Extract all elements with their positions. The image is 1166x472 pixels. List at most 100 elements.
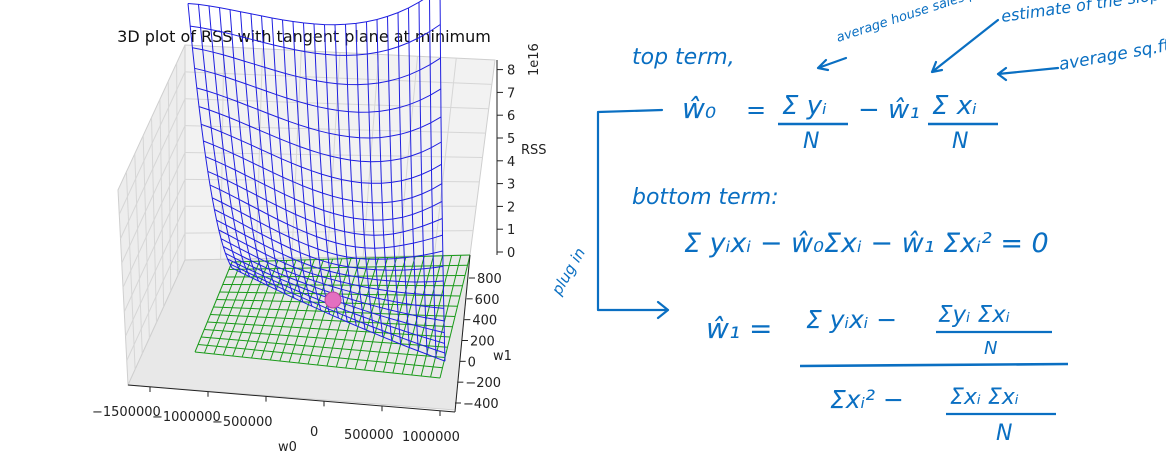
surface-meshline: [194, 67, 442, 113]
y-axis-label: w1: [493, 349, 512, 364]
arrow-to-sum-y: [816, 56, 848, 72]
z-tick-label: 3: [507, 178, 515, 193]
y-tick-label: 0: [468, 355, 476, 370]
plane-gridline: [222, 284, 463, 287]
plug-in-label: plug in: [547, 245, 589, 299]
surface-meshline: [211, 197, 443, 260]
w1-main-fraction-bar: [799, 362, 1069, 368]
z-tick-label: 0: [507, 246, 515, 261]
plane-gridline: [194, 351, 441, 379]
w0-hat: ŵ₀: [682, 92, 716, 125]
surface-meshline: [187, 0, 424, 26]
pane-gridline: [159, 99, 165, 307]
pane-gridline: [123, 179, 186, 313]
plane-gridline: [201, 336, 446, 358]
surface-meshline: [207, 170, 443, 236]
y-tick-label: 800: [477, 272, 502, 287]
surface-meshline: [201, 123, 442, 184]
w1-numerator-right: Σyᵢ Σxᵢ: [938, 302, 1010, 328]
arrow-to-w1: [930, 18, 1000, 74]
handwritten-notes: top term, average house sales price esti…: [547, 0, 1166, 446]
arrow-to-sum-x: [996, 66, 1060, 82]
pane-gridlines: [118, 46, 492, 370]
z-tick-label: 1: [507, 223, 515, 238]
x-axis-label: w0: [278, 440, 297, 455]
z-tick-label: 4: [507, 155, 515, 170]
surface-meshline: [216, 219, 444, 283]
surface-meshline: [190, 24, 441, 56]
z-tick-label: 6: [507, 109, 515, 124]
annotation-slope: estimate of the slope: [1000, 0, 1166, 26]
sum-y: Σ yᵢ: [782, 91, 827, 121]
surface-meshline: [196, 87, 442, 139]
y-tick-label: 400: [472, 314, 497, 329]
z-axis-ticks: 0 1 2 3 4 5 6 7 8: [497, 64, 515, 261]
x-tick-label: −1500000: [92, 405, 161, 420]
plane-gridline: [204, 329, 448, 348]
w1-inner-numerator-N: N: [984, 338, 997, 359]
surface-meshline: [229, 263, 445, 354]
pane-gridline: [433, 58, 457, 256]
pane-gridline: [125, 206, 186, 337]
x-axis-line: [127, 384, 456, 413]
surface-meshline: [198, 106, 442, 163]
z-tick-label: 5: [507, 132, 515, 147]
z-tick-label: 7: [507, 86, 515, 101]
y-axis-line: [454, 254, 471, 413]
z-axis-label: RSS: [521, 143, 547, 158]
surface-meshline: [203, 140, 443, 204]
z-tick-label: 8: [507, 64, 515, 79]
sum-x-denominator: N: [952, 129, 968, 154]
surface-meshline: [209, 184, 443, 249]
pane-gridline: [184, 230, 474, 234]
w1-hat: ŵ₁ =: [706, 312, 773, 345]
y-tick-label: 200: [470, 335, 495, 350]
surface-meshline: [192, 47, 441, 86]
bottom-term-label: bottom term:: [632, 185, 779, 210]
pane-gridline: [362, 54, 380, 257]
x-tick-label: 500000: [344, 428, 394, 443]
surface-meshline: [218, 229, 444, 296]
plane-gridline: [219, 291, 461, 297]
z-tick-label: 2: [507, 200, 515, 215]
y-tick-label: 600: [475, 293, 500, 308]
bracket: [596, 108, 670, 320]
minus-w1: − ŵ₁: [858, 95, 920, 125]
pane-gridline: [184, 152, 483, 158]
bottom-equation: Σ yᵢxᵢ − ŵ₀Σxᵢ − ŵ₁ Σxᵢ² = 0: [684, 228, 1049, 259]
x-tick-label: −1000000: [152, 410, 221, 425]
annotation-average-price: average house sales price: [835, 0, 1002, 46]
sum-y-denominator: N: [803, 129, 819, 154]
x-tick-label: 1000000: [402, 430, 460, 445]
plane-gridline: [231, 254, 471, 263]
top-term-label: top term,: [632, 45, 735, 70]
plane-gridline: [207, 321, 451, 338]
w0-equals: =: [746, 96, 766, 124]
x-tick-label: 0: [310, 425, 318, 440]
y-tick-label: −400: [463, 397, 499, 412]
z-axis-exponent: 1e16: [527, 43, 542, 76]
plane-gridline: [198, 344, 443, 369]
y-axis-ticks: −400 −200 0 200 400 600 800: [455, 272, 502, 412]
w1-denominator-left: Σxᵢ² −: [830, 385, 904, 414]
surface-meshline: [205, 156, 443, 221]
minimum-marker: [324, 291, 342, 309]
surface-meshline: [220, 238, 444, 309]
w1-denominator-right: Σxᵢ Σxᵢ: [950, 385, 1019, 410]
annotation-average-sqft: average sq.ft.: [1057, 35, 1166, 75]
pane-gridline: [176, 63, 179, 276]
y-tick-label: −200: [465, 376, 501, 391]
x-tick-label: −500000: [212, 415, 273, 430]
surface-meshline: [231, 267, 446, 362]
pane-gridline: [126, 232, 186, 361]
pane-gridline: [184, 178, 480, 183]
pane-gridline: [122, 152, 186, 288]
x-axis-ticks: −1500000−1000000−500000 0 500000 1000000: [92, 387, 460, 445]
sum-x: Σ xᵢ: [932, 91, 977, 121]
pane-gridline: [398, 56, 418, 257]
pane-gridline: [167, 81, 172, 292]
w1-numerator-left: Σ yᵢxᵢ −: [806, 305, 897, 334]
w1-inner-denominator-N: N: [996, 421, 1012, 446]
surface-meshline: [214, 209, 444, 271]
